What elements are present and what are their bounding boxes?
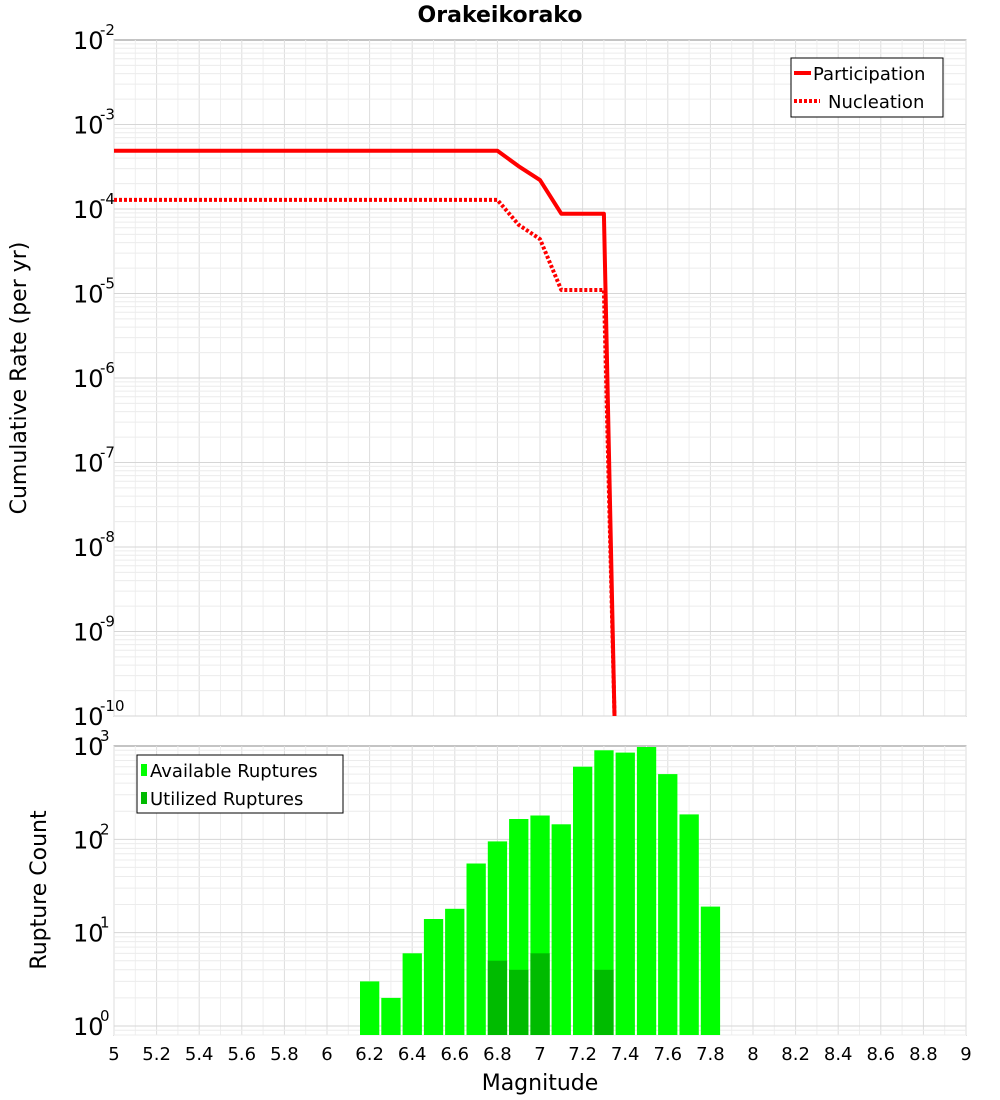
top-y-tick: 10 — [73, 619, 104, 647]
x-tick-label: 8 — [747, 1044, 758, 1065]
top-y-tick: 10 — [73, 365, 104, 393]
x-tick-label: 9 — [960, 1044, 971, 1065]
available-rupture-bar — [402, 953, 422, 1035]
bottom-y-tick: 10 — [73, 920, 104, 948]
legend-label-available: Available Ruptures — [150, 761, 318, 782]
top-y-ticks: 10-210-310-410-510-610-710-810-910-10 — [73, 21, 125, 731]
available-rupture-bar — [700, 906, 721, 1035]
bottom-y-tick: 10 — [73, 1013, 104, 1041]
chart-title: Orakeikorako — [418, 3, 583, 28]
legend-label-utilized: Utilized Ruptures — [150, 789, 303, 810]
top-y-tick: 10 — [73, 112, 104, 140]
x-tick-label: 5.2 — [142, 1044, 171, 1065]
x-tick-label: 7 — [534, 1044, 545, 1065]
available-rupture-bar — [573, 766, 593, 1035]
x-tick-label: 6.6 — [440, 1044, 469, 1065]
x-tick-label: 6 — [321, 1044, 332, 1065]
x-tick-label: 8.8 — [909, 1044, 938, 1065]
top-y-tick-exponent: -8 — [100, 528, 115, 546]
legend-swatch-available — [141, 764, 147, 776]
x-tick-label: 6.2 — [355, 1044, 384, 1065]
top-y-tick-exponent: -10 — [100, 697, 125, 715]
available-rupture-bar — [679, 814, 699, 1035]
series-line-participation — [114, 148, 617, 717]
legend-label-nucleation: Nucleation — [828, 92, 924, 113]
utilized-rupture-bar — [487, 960, 508, 1035]
bottom-y-tick-exponent: 3 — [100, 727, 110, 745]
available-rupture-bar — [615, 752, 635, 1035]
top-y-axis-label: Cumulative Rate (per yr) — [7, 242, 32, 515]
top-legend-box — [790, 57, 944, 118]
available-rupture-bar — [423, 919, 444, 1035]
top-y-tick: 10 — [73, 196, 104, 224]
top-y-tick: 10 — [73, 534, 104, 562]
top-y-tick: 10 — [73, 703, 104, 731]
x-tick-label: 7.4 — [611, 1044, 640, 1065]
bottom-legend-box — [136, 754, 344, 814]
available-rupture-bar — [466, 863, 486, 1035]
bottom-legend: Available Ruptures Utilized Ruptures — [136, 754, 344, 814]
x-tick-label: 5.8 — [270, 1044, 299, 1065]
available-rupture-bar — [636, 747, 657, 1035]
bottom-y-tick-exponent: 1 — [100, 914, 110, 932]
top-y-tick-exponent: -3 — [100, 106, 115, 124]
top-panel: 10-210-310-410-510-610-710-810-910-10 Cu… — [7, 21, 967, 731]
utilized-rupture-bar — [594, 969, 614, 1035]
top-y-tick-exponent: -7 — [100, 444, 115, 462]
x-tick-label: 8.4 — [824, 1044, 853, 1065]
x-axis-label: Magnitude — [482, 1071, 599, 1096]
bottom-y-tick-exponent: 2 — [100, 820, 110, 838]
x-tick-label: 5.6 — [227, 1044, 256, 1065]
x-tick-label: 7.8 — [696, 1044, 725, 1065]
x-tick-label: 7.6 — [653, 1044, 682, 1065]
bottom-y-tick: 10 — [73, 826, 104, 854]
top-series-lines — [114, 148, 617, 717]
available-rupture-bar — [551, 824, 571, 1035]
top-y-tick-exponent: -6 — [100, 359, 115, 377]
x-tick-label: 8.2 — [781, 1044, 810, 1065]
utilized-rupture-bar — [509, 969, 529, 1035]
bottom-y-axis-label: Rupture Count — [27, 810, 52, 970]
bottom-x-ticks: 5 5.2 5.4 5.6 5.8 6 6.2 6.4 6.6 6.8 7 7.2 7.4 7.6 7.8 8… — [108, 1044, 971, 1065]
x-tick-label: 7.2 — [568, 1044, 597, 1065]
available-rupture-bar — [360, 981, 380, 1035]
top-grid — [113, 40, 967, 717]
series-line-nucleation — [114, 197, 617, 717]
available-rupture-bar — [445, 908, 465, 1035]
legend-label-participation: Participation — [813, 64, 925, 85]
utilized-rupture-bar — [530, 953, 550, 1035]
x-tick-label: 5 — [108, 1044, 119, 1065]
top-y-tick-exponent: -4 — [100, 190, 115, 208]
available-rupture-bar — [658, 774, 678, 1035]
x-tick-label: 5.4 — [185, 1044, 214, 1065]
top-y-tick-exponent: -9 — [100, 613, 115, 631]
bottom-y-tick: 10 — [73, 733, 104, 761]
x-tick-label: 6.8 — [483, 1044, 512, 1065]
x-tick-label: 8.6 — [866, 1044, 895, 1065]
top-legend: Participation Nucleation — [790, 57, 944, 118]
available-rupture-bar — [594, 750, 614, 1035]
bottom-y-tick-exponent: 0 — [100, 1007, 110, 1025]
top-y-tick: 10 — [73, 27, 104, 55]
top-y-tick-exponent: -5 — [100, 275, 115, 293]
bottom-bars — [360, 747, 721, 1035]
top-y-tick-exponent: -2 — [100, 21, 115, 39]
legend-swatch-utilized — [141, 792, 147, 804]
x-tick-label: 6.4 — [398, 1044, 427, 1065]
top-y-tick: 10 — [73, 450, 104, 478]
available-rupture-bar — [381, 997, 401, 1035]
top-y-tick: 10 — [73, 281, 104, 309]
